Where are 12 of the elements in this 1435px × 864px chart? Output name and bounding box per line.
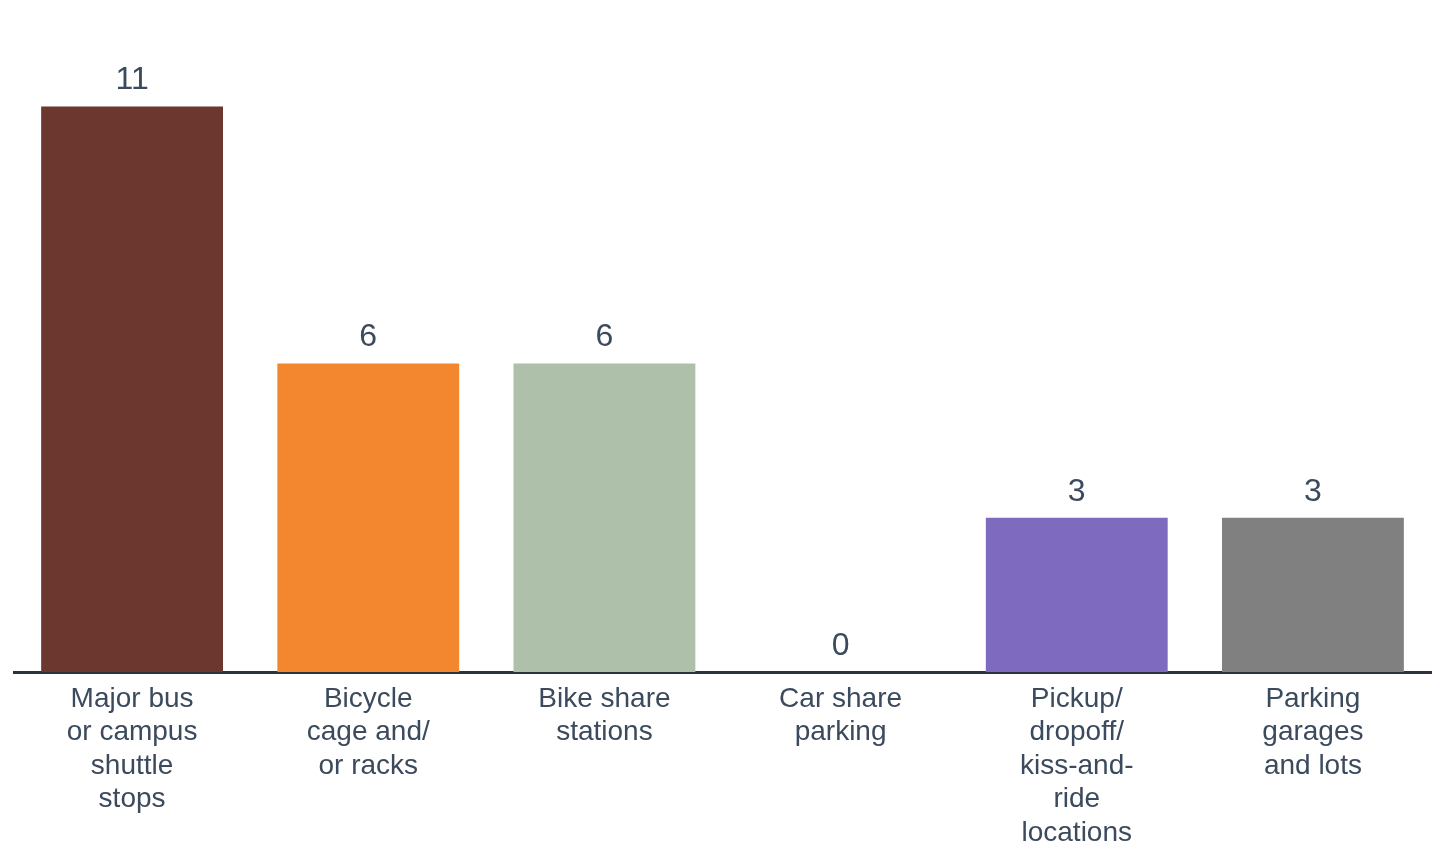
x-tick-label: Bicycle cage and/or racks [306, 681, 430, 780]
data-label: 3 [1067, 471, 1086, 508]
x-tick-label: Parking garages and lots [1262, 681, 1364, 780]
data-label: 3 [1304, 471, 1322, 508]
data-label: 6 [595, 317, 614, 354]
data-label: 6 [359, 317, 378, 354]
x-tick-label: Car share parking [779, 681, 903, 747]
data-label: 0 [831, 625, 850, 662]
x-tick-label: Pickup/dropoff/kiss-and-ride locations [1019, 681, 1134, 847]
x-tick-label: Major bus or campus shuttle stops [66, 681, 198, 814]
x-tick-label: Bike share stations [538, 681, 671, 747]
data-label: 11 [115, 60, 149, 97]
